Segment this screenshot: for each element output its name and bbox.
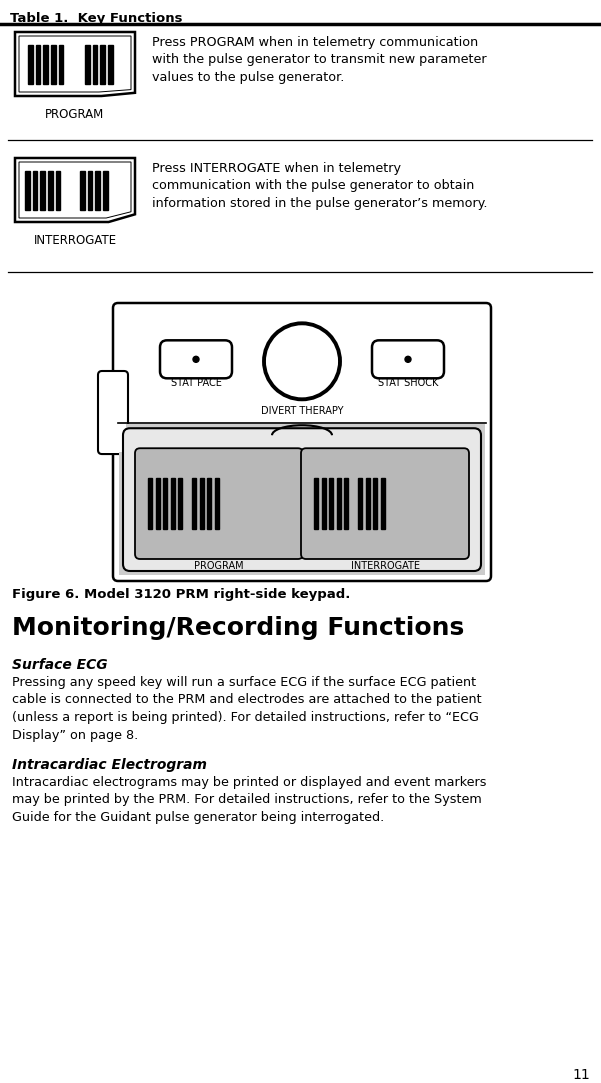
Bar <box>25 171 29 210</box>
FancyBboxPatch shape <box>113 303 491 580</box>
Bar <box>373 479 377 529</box>
Bar <box>156 479 159 529</box>
Bar <box>80 171 85 210</box>
Text: Intracardiac electrograms may be printed or displayed and event markers
may be p: Intracardiac electrograms may be printed… <box>12 777 486 824</box>
Text: Press PROGRAM when in telemetry communication
with the pulse generator to transm: Press PROGRAM when in telemetry communic… <box>152 36 487 84</box>
Bar <box>207 479 211 529</box>
Bar <box>344 479 348 529</box>
FancyBboxPatch shape <box>160 340 232 378</box>
Bar <box>93 44 97 84</box>
Text: STAT PACE: STAT PACE <box>171 378 221 389</box>
Bar <box>32 171 37 210</box>
Bar <box>171 479 174 529</box>
Bar <box>215 479 219 529</box>
Text: DIVERT THERAPY: DIVERT THERAPY <box>261 406 343 416</box>
Bar <box>85 44 90 84</box>
Text: Pressing any speed key will run a surface ECG if the surface ECG patient
cable i: Pressing any speed key will run a surfac… <box>12 676 481 742</box>
Bar <box>56 171 60 210</box>
Bar <box>163 479 167 529</box>
Text: INTERROGATE: INTERROGATE <box>34 234 117 247</box>
Text: Monitoring/Recording Functions: Monitoring/Recording Functions <box>12 616 464 640</box>
Text: Intracardiac Electrogram: Intracardiac Electrogram <box>12 758 207 772</box>
Bar <box>116 381 126 452</box>
Bar <box>51 44 56 84</box>
Bar <box>28 44 32 84</box>
Bar <box>322 479 326 529</box>
Bar <box>148 479 152 529</box>
Bar <box>88 171 92 210</box>
Bar <box>358 479 362 529</box>
Bar <box>35 44 40 84</box>
Text: PROGRAM: PROGRAM <box>45 108 105 121</box>
Bar <box>337 479 341 529</box>
Circle shape <box>405 356 411 363</box>
Bar <box>192 479 196 529</box>
Bar <box>108 44 112 84</box>
FancyBboxPatch shape <box>135 448 303 559</box>
Bar <box>100 44 105 84</box>
Text: Press INTERROGATE when in telemetry
communication with the pulse generator to ob: Press INTERROGATE when in telemetry comm… <box>152 162 487 210</box>
Circle shape <box>193 356 199 363</box>
Text: Table 1.  Key Functions: Table 1. Key Functions <box>10 12 183 25</box>
Bar <box>365 479 370 529</box>
Bar <box>96 171 100 210</box>
Text: Surface ECG: Surface ECG <box>12 658 108 671</box>
Bar <box>48 171 53 210</box>
Text: STAT SHOCK: STAT SHOCK <box>378 378 438 389</box>
Bar <box>329 479 333 529</box>
Bar <box>314 479 318 529</box>
Bar <box>380 479 385 529</box>
FancyBboxPatch shape <box>123 428 481 571</box>
Text: INTERROGATE: INTERROGATE <box>350 561 419 571</box>
Bar <box>59 44 63 84</box>
Bar <box>119 425 485 575</box>
Text: PROGRAM: PROGRAM <box>194 561 244 571</box>
Bar <box>43 44 48 84</box>
Text: 11: 11 <box>572 1068 590 1082</box>
Bar <box>103 171 108 210</box>
FancyBboxPatch shape <box>301 448 469 559</box>
Text: Figure 6. Model 3120 PRM right-side keypad.: Figure 6. Model 3120 PRM right-side keyp… <box>12 588 350 601</box>
Bar <box>178 479 182 529</box>
Bar <box>200 479 204 529</box>
FancyBboxPatch shape <box>372 340 444 378</box>
Bar <box>40 171 45 210</box>
FancyBboxPatch shape <box>98 371 128 454</box>
